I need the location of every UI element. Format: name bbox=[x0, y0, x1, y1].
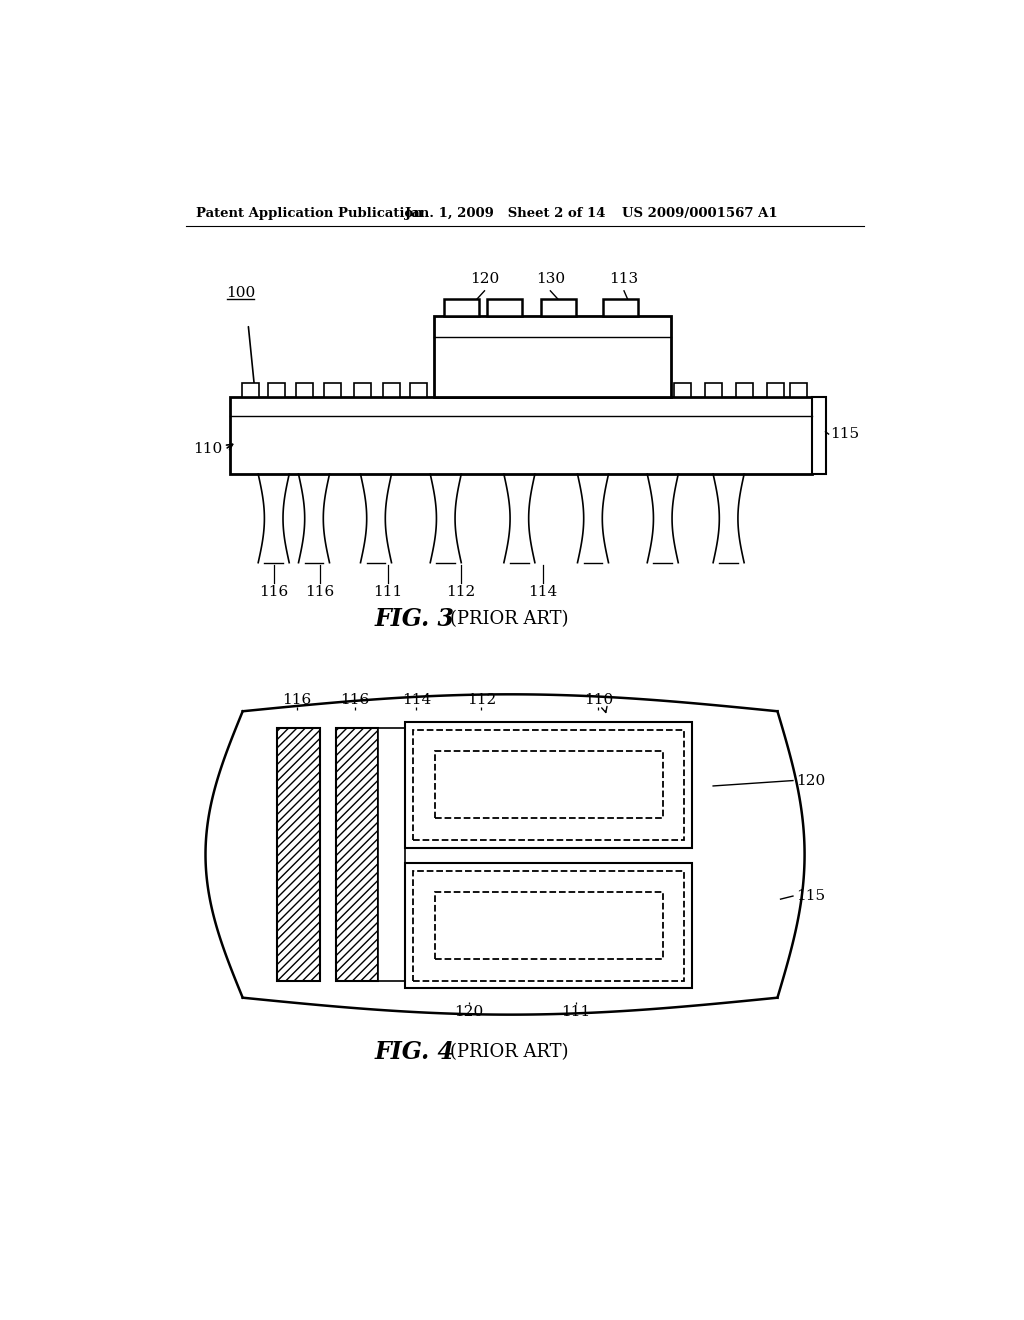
Bar bbox=[383, 383, 400, 397]
Bar bbox=[410, 383, 427, 397]
Text: 110: 110 bbox=[584, 693, 613, 708]
Bar bbox=[406, 863, 692, 989]
Bar bbox=[705, 383, 722, 397]
Text: FIG. 3: FIG. 3 bbox=[375, 607, 455, 631]
Bar bbox=[353, 383, 371, 397]
Text: 115: 115 bbox=[796, 890, 825, 903]
Text: Patent Application Publication: Patent Application Publication bbox=[197, 207, 423, 220]
Text: 115: 115 bbox=[830, 428, 859, 441]
Bar bbox=[276, 729, 321, 981]
Text: 116: 116 bbox=[305, 585, 335, 599]
Text: 116: 116 bbox=[259, 585, 289, 599]
Text: US 2009/0001567 A1: US 2009/0001567 A1 bbox=[623, 207, 778, 220]
Text: 114: 114 bbox=[528, 585, 557, 599]
Bar bbox=[444, 300, 479, 317]
Text: Jan. 1, 2009   Sheet 2 of 14: Jan. 1, 2009 Sheet 2 of 14 bbox=[406, 207, 606, 220]
Bar bbox=[735, 383, 753, 397]
Bar bbox=[406, 722, 692, 847]
Bar bbox=[541, 300, 575, 317]
Text: 116: 116 bbox=[283, 693, 311, 708]
Bar bbox=[603, 300, 638, 317]
Text: 114: 114 bbox=[401, 693, 431, 708]
Bar bbox=[414, 871, 684, 981]
Bar bbox=[435, 751, 663, 818]
Text: 111: 111 bbox=[373, 585, 402, 599]
Text: 112: 112 bbox=[467, 693, 496, 708]
Bar bbox=[812, 397, 825, 474]
Bar bbox=[435, 892, 663, 960]
Text: 116: 116 bbox=[340, 693, 370, 708]
Text: FIG. 4: FIG. 4 bbox=[375, 1040, 455, 1064]
Bar bbox=[230, 397, 812, 474]
Bar bbox=[242, 383, 259, 397]
Text: 112: 112 bbox=[446, 585, 476, 599]
Text: 111: 111 bbox=[561, 1005, 591, 1019]
Text: 130: 130 bbox=[536, 272, 565, 286]
Text: 120: 120 bbox=[455, 1005, 483, 1019]
Text: (PRIOR ART): (PRIOR ART) bbox=[450, 1043, 568, 1060]
Text: 113: 113 bbox=[609, 272, 639, 286]
Text: 120: 120 bbox=[796, 774, 825, 788]
Bar bbox=[414, 730, 684, 840]
Bar bbox=[268, 383, 286, 397]
Bar bbox=[767, 383, 783, 397]
Text: (PRIOR ART): (PRIOR ART) bbox=[450, 610, 568, 628]
Text: 100: 100 bbox=[225, 286, 255, 300]
Bar bbox=[790, 383, 807, 397]
Text: 120: 120 bbox=[470, 272, 499, 286]
Bar bbox=[486, 300, 521, 317]
Bar bbox=[324, 383, 341, 397]
Bar bbox=[434, 317, 671, 397]
Text: 110: 110 bbox=[194, 442, 222, 457]
Bar bbox=[378, 729, 406, 981]
Bar bbox=[674, 383, 690, 397]
Bar bbox=[336, 729, 378, 981]
Bar bbox=[296, 383, 313, 397]
